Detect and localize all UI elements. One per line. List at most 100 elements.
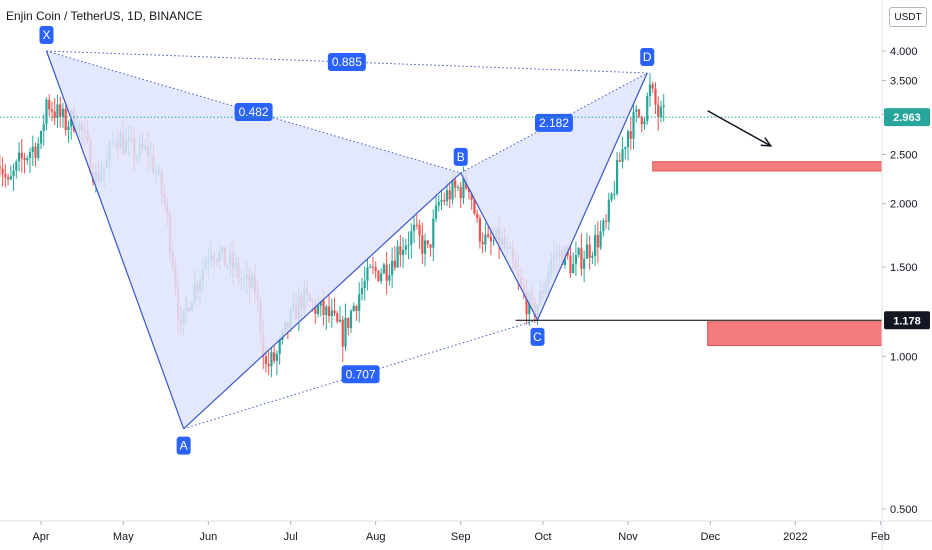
support-price-tag-bg xyxy=(884,311,930,330)
currency-unit-badge[interactable]: USDT xyxy=(889,7,927,27)
candle-body xyxy=(401,250,405,255)
candle-body xyxy=(448,190,451,200)
point-label-bg xyxy=(39,26,54,44)
ratio-label: 0.482 xyxy=(239,105,269,119)
x-tick-label: Sep xyxy=(451,531,471,543)
candle-body xyxy=(654,88,657,105)
candle-body xyxy=(23,158,26,161)
candle-body xyxy=(585,244,588,259)
candle-body xyxy=(459,187,462,199)
chart-title: Enjin Coin / TetherUS, 1D, BINANCE xyxy=(6,9,203,23)
candle-body xyxy=(437,202,440,206)
candle-body xyxy=(64,108,67,131)
point-label: D xyxy=(643,50,652,64)
candle-body xyxy=(0,166,1,169)
candle-body xyxy=(50,109,54,112)
candle-body xyxy=(336,313,339,322)
candle-body xyxy=(635,109,638,112)
candle-body xyxy=(487,234,490,237)
candle-body xyxy=(330,310,333,317)
candle-body xyxy=(412,224,416,231)
candle-body xyxy=(4,174,7,178)
candle-body xyxy=(451,180,454,200)
candle-body xyxy=(429,244,432,248)
candle-body xyxy=(31,146,34,153)
candle-body xyxy=(9,175,12,180)
candle-body xyxy=(333,310,336,314)
candle-body xyxy=(371,266,375,268)
candle-body xyxy=(28,152,32,158)
candle-body xyxy=(602,220,605,232)
candle-body xyxy=(61,108,65,117)
candle-body xyxy=(391,260,394,276)
candle-body xyxy=(626,131,630,148)
candle-body xyxy=(624,147,627,150)
candle-body xyxy=(399,246,402,255)
candle-body xyxy=(6,177,10,180)
candle-body xyxy=(456,187,460,189)
harmonic-pattern: 0.885 0.482 2.182 0.707 X A B C D xyxy=(39,26,655,455)
candle-body xyxy=(358,294,361,311)
candle-body xyxy=(316,305,320,314)
candle-body xyxy=(621,149,624,162)
candle-body xyxy=(418,224,421,236)
candle-body xyxy=(352,305,355,311)
target-zone-1 xyxy=(652,161,883,172)
candle-body xyxy=(476,213,479,219)
y-tick-label: 4.000 xyxy=(890,46,918,58)
point-label: B xyxy=(457,150,465,164)
candle-body xyxy=(604,220,608,222)
candle-body xyxy=(369,266,372,268)
candle-body xyxy=(484,234,487,245)
candle-body xyxy=(377,270,380,281)
ratio-label-bg xyxy=(534,113,573,132)
candle-body xyxy=(594,235,597,256)
y-tick-label: 0.500 xyxy=(890,504,918,516)
candle-body xyxy=(637,109,641,117)
candle-body xyxy=(264,356,268,365)
x-tick-label: Dec xyxy=(701,531,721,543)
point-label-bg xyxy=(453,147,468,166)
candle-body xyxy=(421,235,424,254)
candle-body xyxy=(42,124,45,132)
ratio-label: 2.182 xyxy=(539,116,569,130)
candle-body xyxy=(67,126,70,131)
candle-body xyxy=(327,306,331,317)
candle-body xyxy=(415,224,418,226)
ratio-label-bg xyxy=(341,365,380,384)
candle-body xyxy=(572,263,575,274)
x-tick-label: Nov xyxy=(618,531,638,543)
candle-body xyxy=(53,111,56,118)
candle-body xyxy=(34,146,37,158)
current-price-tag-bg xyxy=(884,108,930,127)
candle-body xyxy=(349,310,353,329)
x-tick-label: Oct xyxy=(534,531,551,543)
candle-body xyxy=(473,199,476,214)
candle-body xyxy=(26,157,29,161)
projection-arrow xyxy=(707,110,772,147)
point-label-bg xyxy=(640,47,655,66)
candle-body xyxy=(363,280,366,289)
candle-body xyxy=(651,84,654,89)
candle-body xyxy=(588,244,591,258)
candle-body xyxy=(662,105,665,107)
projection-arrow-head xyxy=(760,137,773,147)
candle-body xyxy=(445,190,449,202)
y-tick-label: 1.000 xyxy=(890,351,918,363)
candle-body xyxy=(577,248,580,255)
point-label-bg xyxy=(176,436,191,455)
ratio-label-bg xyxy=(327,52,366,71)
candle-body xyxy=(632,111,635,139)
candle-body xyxy=(388,275,391,281)
candle-body xyxy=(659,106,663,117)
candle-body xyxy=(380,273,383,281)
candle-body xyxy=(338,319,342,322)
candle-body xyxy=(407,244,410,246)
candle-body xyxy=(385,264,388,281)
candle-body xyxy=(344,317,347,347)
candle-body xyxy=(470,191,473,200)
x-tick-label: Jun xyxy=(199,531,217,543)
candle-body xyxy=(591,255,594,258)
candle-body xyxy=(443,199,446,202)
